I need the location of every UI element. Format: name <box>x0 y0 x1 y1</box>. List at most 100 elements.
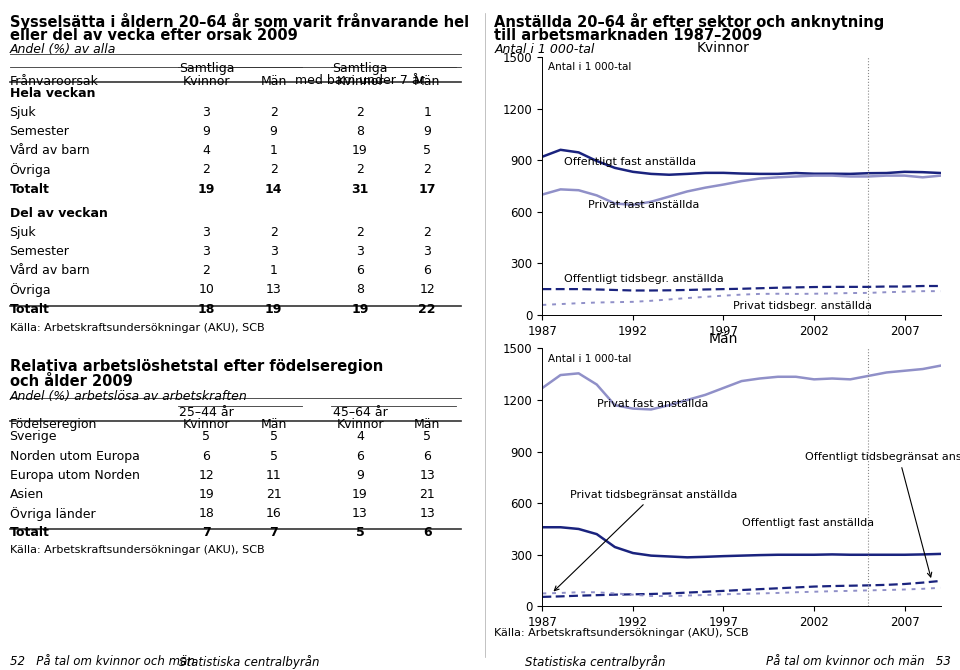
Text: 12: 12 <box>420 283 435 296</box>
Text: 13: 13 <box>266 283 281 296</box>
Text: 2: 2 <box>270 106 277 119</box>
Text: 18: 18 <box>198 302 215 316</box>
Text: 3: 3 <box>270 245 277 258</box>
Text: 21: 21 <box>420 488 435 500</box>
Text: Sjuk: Sjuk <box>10 106 36 119</box>
Text: Män: Män <box>708 332 738 346</box>
Text: 13: 13 <box>352 507 368 520</box>
Text: 3: 3 <box>203 106 210 119</box>
Text: 19: 19 <box>351 302 369 316</box>
Text: 2: 2 <box>356 106 364 119</box>
Text: 2: 2 <box>356 163 364 176</box>
Text: Källa: Arbetskraftsundersökningar (AKU), SCB: Källa: Arbetskraftsundersökningar (AKU),… <box>494 628 749 639</box>
Text: Totalt: Totalt <box>10 526 50 539</box>
Text: Asien: Asien <box>10 488 44 500</box>
Text: 31: 31 <box>351 182 369 196</box>
Text: 9: 9 <box>203 125 210 138</box>
Text: 3: 3 <box>423 245 431 258</box>
Text: Antal i 1 000-tal: Antal i 1 000-tal <box>548 62 632 72</box>
Text: 52   På tal om kvinnor och män: 52 På tal om kvinnor och män <box>10 655 195 668</box>
Text: 5: 5 <box>270 450 277 462</box>
Text: 5: 5 <box>203 430 210 444</box>
Text: 16: 16 <box>266 507 281 520</box>
Text: 12: 12 <box>199 468 214 482</box>
Text: Offentligt tidsbegränsat anställda: Offentligt tidsbegränsat anställda <box>805 452 960 577</box>
Text: 2: 2 <box>203 163 210 176</box>
Text: Andel (%) arbetslösa av arbetskraften: Andel (%) arbetslösa av arbetskraften <box>10 389 248 403</box>
Text: och ålder 2009: och ålder 2009 <box>10 374 132 389</box>
Text: Kvinnor: Kvinnor <box>182 418 230 431</box>
Text: 5: 5 <box>355 526 365 539</box>
Text: 19: 19 <box>199 488 214 500</box>
Text: Statistiska centralbyrån: Statistiska centralbyrån <box>180 655 320 669</box>
Text: Vård av barn: Vård av barn <box>10 264 89 277</box>
Text: Hela veckan: Hela veckan <box>10 87 95 100</box>
Text: Kvinnor: Kvinnor <box>697 41 750 55</box>
Text: Sverige: Sverige <box>10 430 57 444</box>
Text: 1: 1 <box>423 106 431 119</box>
Text: 9: 9 <box>270 125 277 138</box>
Text: 5: 5 <box>423 145 431 157</box>
Text: 19: 19 <box>352 488 368 500</box>
Text: Relativa arbetslöshetstal efter födelseregion: Relativa arbetslöshetstal efter födelser… <box>10 359 383 375</box>
Text: 25–44 år: 25–44 år <box>179 406 234 419</box>
Text: 6: 6 <box>423 450 431 462</box>
Text: 19: 19 <box>198 182 215 196</box>
Text: Europa utom Norden: Europa utom Norden <box>10 468 139 482</box>
Text: Semester: Semester <box>10 245 69 258</box>
Text: Semester: Semester <box>10 125 69 138</box>
Text: 2: 2 <box>270 226 277 239</box>
Text: 9: 9 <box>356 468 364 482</box>
Text: 4: 4 <box>203 145 210 157</box>
Text: 9: 9 <box>423 125 431 138</box>
Text: Frånvaroorsak: Frånvaroorsak <box>10 75 99 88</box>
Text: 17: 17 <box>419 182 436 196</box>
Text: 45–64 år: 45–64 år <box>332 406 388 419</box>
Text: Anställda 20–64 år efter sektor och anknytning: Anställda 20–64 år efter sektor och ankn… <box>494 13 885 30</box>
Text: Samtliga: Samtliga <box>179 62 234 74</box>
Text: Offentligt fast anställda: Offentligt fast anställda <box>564 157 696 168</box>
Text: till arbetsmarknaden 1987–2009: till arbetsmarknaden 1987–2009 <box>494 28 762 43</box>
Text: Del av veckan: Del av veckan <box>10 207 108 220</box>
Text: Antal i 1 000-tal: Antal i 1 000-tal <box>494 43 595 56</box>
Text: Andel (%) av alla: Andel (%) av alla <box>10 43 116 56</box>
Text: Offentligt tidsbegr. anställda: Offentligt tidsbegr. anställda <box>564 274 724 284</box>
Text: Födelseregion: Födelseregion <box>10 418 97 431</box>
Text: 10: 10 <box>199 283 214 296</box>
Text: Kvinnor: Kvinnor <box>336 75 384 88</box>
Text: Vård av barn: Vård av barn <box>10 145 89 157</box>
Text: Statistiska centralbyrån: Statistiska centralbyrån <box>525 655 665 669</box>
Text: Övriga: Övriga <box>10 283 51 297</box>
Text: 5: 5 <box>270 430 277 444</box>
Text: Sysselsätta i åldern 20–64 år som varit frånvarande hel: Sysselsätta i åldern 20–64 år som varit … <box>10 13 468 30</box>
Text: 2: 2 <box>203 264 210 277</box>
Text: 5: 5 <box>423 430 431 444</box>
Text: 21: 21 <box>266 488 281 500</box>
Text: 6: 6 <box>356 264 364 277</box>
Text: Privat fast anställda: Privat fast anställda <box>588 200 699 210</box>
Text: 3: 3 <box>203 226 210 239</box>
Text: Män: Män <box>414 418 441 431</box>
Text: Män: Män <box>260 418 287 431</box>
Text: Källa: Arbetskraftsundersökningar (AKU), SCB: Källa: Arbetskraftsundersökningar (AKU),… <box>10 322 264 332</box>
Text: med barn under 7 år: med barn under 7 år <box>295 74 425 86</box>
Text: 6: 6 <box>356 450 364 462</box>
Text: 18: 18 <box>199 507 214 520</box>
Text: 22: 22 <box>419 302 436 316</box>
Text: Män: Män <box>260 75 287 88</box>
Text: 2: 2 <box>423 163 431 176</box>
Text: 13: 13 <box>420 468 435 482</box>
Text: Antal i 1 000-tal: Antal i 1 000-tal <box>548 354 632 364</box>
Text: Offentligt fast anställda: Offentligt fast anställda <box>741 517 874 527</box>
Text: 8: 8 <box>356 125 364 138</box>
Text: Norden utom Europa: Norden utom Europa <box>10 450 139 462</box>
Text: Kvinnor: Kvinnor <box>182 75 230 88</box>
Text: 2: 2 <box>356 226 364 239</box>
Text: 8: 8 <box>356 283 364 296</box>
Text: 7: 7 <box>202 526 211 539</box>
Text: 2: 2 <box>270 163 277 176</box>
Text: 6: 6 <box>423 526 431 539</box>
Text: 19: 19 <box>352 145 368 157</box>
Text: 14: 14 <box>265 182 282 196</box>
Text: 19: 19 <box>265 302 282 316</box>
